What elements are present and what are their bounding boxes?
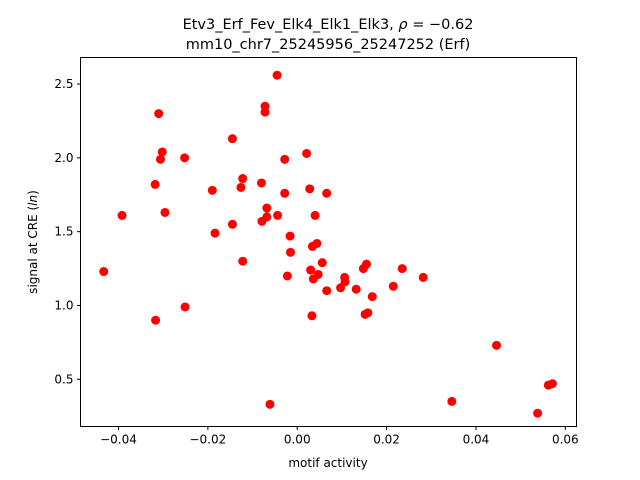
scatter-point xyxy=(397,264,407,274)
scatter-point xyxy=(227,219,237,229)
y-axis-ticks: 0.5 1.0 1.5 2.0 2.5 xyxy=(54,77,81,386)
scatter-point xyxy=(312,238,322,248)
x-tick-label: −0.04 xyxy=(100,433,137,447)
scatter-point xyxy=(150,179,160,189)
x-tick-label: 0.00 xyxy=(284,433,311,447)
scatter-point xyxy=(547,379,557,389)
y-axis-label-suffix: ) xyxy=(26,190,40,195)
scatter-point xyxy=(533,408,543,418)
scatter-point xyxy=(160,207,170,217)
scatter-point xyxy=(306,265,316,275)
scatter-point xyxy=(273,210,283,220)
scatter-point xyxy=(238,256,248,266)
scatter-point xyxy=(310,210,320,220)
scatter-point xyxy=(256,178,266,188)
scatter-point xyxy=(227,134,237,144)
scatter-point xyxy=(155,154,165,164)
scatter-point xyxy=(238,174,248,184)
x-tick-label: 0.02 xyxy=(373,433,400,447)
scatter-point xyxy=(262,212,272,222)
scatter-point xyxy=(207,185,217,195)
title-rho-value: = −0.62 xyxy=(408,17,474,33)
scatter-point xyxy=(265,399,275,409)
y-axis-label-italic: ln xyxy=(26,195,40,206)
scatter-point xyxy=(340,277,350,287)
scatter-point xyxy=(280,188,290,198)
scatter-point xyxy=(151,315,161,325)
scatter-point xyxy=(418,272,428,282)
scatter-point xyxy=(280,154,290,164)
scatter-point xyxy=(157,147,167,157)
x-axis-ticks: −0.04 −0.02 0.00 0.02 0.04 0.06 xyxy=(100,426,579,447)
y-tick-label: 0.5 xyxy=(54,372,73,386)
scatter-point xyxy=(99,267,109,277)
scatter-point xyxy=(302,148,312,158)
data-points xyxy=(99,70,557,418)
y-tick-label: 2.0 xyxy=(54,151,73,165)
scatter-point xyxy=(307,311,317,321)
scatter-point xyxy=(447,396,457,406)
title-rho-symbol: ρ xyxy=(398,17,408,33)
x-tick-label: 0.04 xyxy=(463,433,490,447)
scatter-point xyxy=(285,231,295,241)
title-motif-text: Etv3_Erf_Fev_Elk4_Elk1_Elk3, xyxy=(183,17,399,33)
scatter-point xyxy=(367,292,377,302)
chart-title-line2: mm10_chr7_25245956_25247252 (Erf) xyxy=(186,37,471,53)
scatter-point xyxy=(351,284,361,294)
scatter-point xyxy=(236,182,246,192)
scatter-point xyxy=(180,153,190,163)
x-tick-label: −0.02 xyxy=(189,433,226,447)
scatter-point xyxy=(361,259,371,269)
scatter-point xyxy=(286,247,296,257)
scatter-point xyxy=(210,228,220,238)
y-tick-label: 2.5 xyxy=(54,77,73,91)
scatter-point xyxy=(260,107,270,117)
y-axis-label-prefix: signal at CRE ( xyxy=(26,206,40,294)
scatter-point xyxy=(492,340,502,350)
y-tick-label: 1.0 xyxy=(54,298,73,312)
scatter-point xyxy=(317,258,327,268)
x-axis-label: motif activity xyxy=(288,456,367,470)
scatter-point xyxy=(322,188,332,198)
scatter-point xyxy=(282,271,292,281)
scatter-point xyxy=(388,281,398,291)
scatter-point xyxy=(305,184,315,194)
scatter-point xyxy=(363,308,373,318)
scatter-point xyxy=(154,109,164,119)
plot-frame xyxy=(80,57,577,427)
scatter-point xyxy=(262,203,272,213)
y-axis-label: signal at CRE (ln) xyxy=(26,190,40,294)
chart-title-line1: Etv3_Erf_Fev_Elk4_Elk1_Elk3, ρ = −0.62 xyxy=(183,17,474,33)
scatter-point xyxy=(117,210,127,220)
scatter-point xyxy=(322,286,332,296)
scatter-point xyxy=(180,302,190,312)
scatter-point xyxy=(313,269,323,279)
y-tick-label: 1.5 xyxy=(54,225,73,239)
x-tick-label: 0.06 xyxy=(552,433,579,447)
scatter-point xyxy=(272,70,282,80)
